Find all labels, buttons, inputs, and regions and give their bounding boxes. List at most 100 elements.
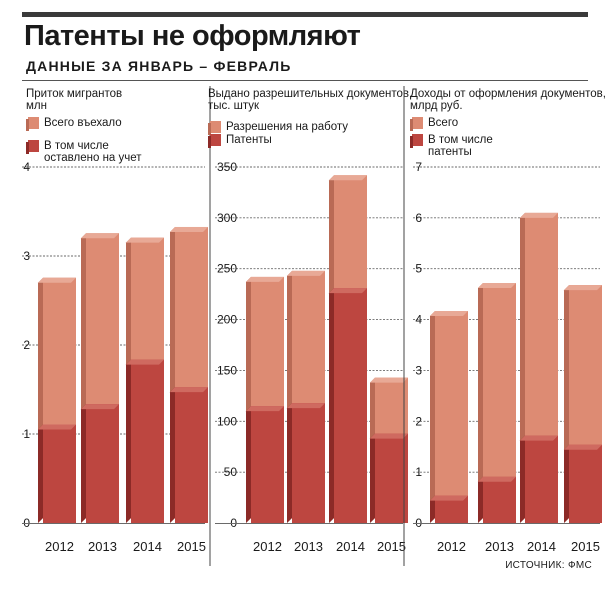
chart3-y-tick-label: 4 — [415, 313, 422, 327]
chart1-bar-part-side — [170, 387, 175, 523]
chart1-legend-label: Всего въехало — [44, 117, 122, 129]
chart3-bar-total-cap — [520, 212, 558, 218]
chart2-bar-part — [292, 403, 325, 523]
chart2-legend-label: Разрешения на работу — [226, 121, 348, 133]
subtitle-rule — [22, 80, 588, 81]
source-note: ИСТОЧНИК: ФМС — [505, 560, 592, 571]
chart-subtitle: ДАННЫЕ ЗА ЯНВАРЬ – ФЕВРАЛЬ — [26, 58, 292, 74]
chart3-title-line: млрд руб. — [410, 100, 463, 112]
chart1-legend-swatch — [28, 140, 39, 152]
chart1-bar-part — [131, 359, 164, 523]
chart3-bar-part-cap — [564, 444, 602, 450]
chart1-bar-total-cap — [126, 237, 164, 243]
chart1-bar-part — [86, 404, 119, 523]
chart1-legend-label: В том числе — [44, 140, 109, 152]
chart2-bar-part-side — [370, 433, 375, 523]
chart2-legend-swatch-side — [208, 136, 211, 148]
chart2-legend-label: Патенты — [226, 134, 272, 146]
chart2-bar-part-side — [246, 406, 251, 523]
chart2-bar-total-cap — [246, 276, 284, 282]
chart3-legend-label: Всего — [428, 117, 458, 129]
chart1-bar-total-cap — [81, 233, 119, 239]
chart3-bar-part-cap — [478, 476, 516, 482]
chart3-bar-part-side — [564, 444, 569, 523]
chart1-legend-swatch-side — [26, 142, 29, 154]
chart2-bar-part-side — [329, 288, 334, 523]
chart2-title-line: тыс. штук — [208, 100, 260, 112]
chart3-bar-part-side — [430, 495, 435, 523]
chart3-legend-swatch — [412, 117, 423, 129]
chart3-legend-swatch-side — [410, 119, 413, 131]
chart2-x-tick-label: 2012 — [253, 539, 282, 554]
chart2-y-tick-label: 200 — [217, 313, 237, 327]
chart3-bar-total — [435, 311, 468, 518]
chart2-bar-total-cap — [329, 175, 367, 181]
chart2-bar-total-cap — [287, 270, 325, 276]
chart3-bar-part — [525, 435, 558, 523]
chart3-legend-label: патенты — [428, 146, 472, 158]
chart3-title-line: Доходы от оформления документов, — [410, 88, 606, 100]
chart3-y-tick-label: 5 — [415, 262, 422, 276]
chart2-legend-swatch — [210, 134, 221, 146]
chart3-y-tick-label: 6 — [415, 211, 422, 225]
chart2-x-tick-label: 2014 — [336, 539, 365, 554]
chart2-y-tick-label: 250 — [217, 262, 237, 276]
chart1-title-line: млн — [26, 100, 47, 112]
chart3-y-tick-label: 1 — [415, 465, 422, 479]
chart3-x-tick-label: 2013 — [485, 539, 514, 554]
chart2-bar-part — [375, 433, 408, 523]
chart3-legend-swatch-side — [410, 136, 413, 148]
chart1-bar-total-cap — [170, 226, 208, 232]
chart2-bar-part-side — [287, 403, 292, 523]
chart2-y-tick-label: 50 — [224, 465, 238, 479]
chart1-bar-part — [175, 387, 208, 523]
chart1-bar-part-side — [38, 424, 43, 523]
chart3-bar-part-cap — [520, 435, 558, 441]
title-bar-rule — [22, 12, 588, 17]
chart1-title-line: Приток мигрантов — [26, 88, 122, 100]
chart1-x-tick-label: 2015 — [177, 539, 206, 554]
chart2-legend-swatch — [210, 121, 221, 133]
chart1-x-tick-label: 2012 — [45, 539, 74, 554]
chart1-legend-swatch-side — [26, 119, 29, 131]
chart1-y-tick-label: 4 — [23, 160, 30, 174]
chart2-bar-part — [251, 406, 284, 523]
chart3-bar-part — [483, 476, 516, 523]
chart3-bar-total-cap — [564, 285, 602, 291]
chart2-y-tick-label: 300 — [217, 211, 237, 225]
chart-title: Патенты не оформляют — [24, 20, 361, 52]
chart2-bar-total-cap — [370, 377, 408, 383]
chart3-bar-total-cap — [478, 283, 516, 289]
chart3-y-tick-label: 3 — [415, 363, 422, 377]
chart1-bar-total-cap — [38, 277, 76, 283]
chart3-bar-total-side — [478, 283, 483, 523]
chart1-legend-swatch — [28, 117, 39, 129]
chart3-x-tick-label: 2014 — [527, 539, 556, 554]
chart3-x-tick-label: 2012 — [437, 539, 466, 554]
chart2-bar-part-cap — [246, 406, 284, 412]
chart1-bar-part-side — [81, 404, 86, 523]
chart1-y-tick-label: 3 — [23, 249, 30, 263]
chart1-x-tick-label: 2013 — [88, 539, 117, 554]
chart3-y-tick-label: 2 — [415, 414, 422, 428]
chart1-y-tick-label: 1 — [23, 427, 30, 441]
chart2-title-line: Выдано разрешительных документов, — [208, 88, 412, 100]
chart2-bar-part-cap — [370, 433, 408, 439]
chart1-bar-part — [43, 424, 76, 523]
chart2-bar-part-cap — [287, 403, 325, 409]
chart2-x-tick-label: 2015 — [377, 539, 406, 554]
chart3-bar-part-side — [478, 476, 483, 523]
chart3-y-tick-label: 7 — [415, 160, 422, 174]
chart1-bar-part-cap — [38, 424, 76, 430]
chart1-x-tick-label: 2014 — [133, 539, 162, 554]
chart3-x-tick-label: 2015 — [571, 539, 600, 554]
chart1-bar-part-cap — [81, 404, 119, 410]
chart1-bar-part-side — [126, 359, 131, 523]
chart1-bar-part-cap — [170, 387, 208, 393]
chart2-x-tick-label: 2013 — [294, 539, 323, 554]
chart3-legend-label: В том числе — [428, 134, 493, 146]
chart3-bar-part-side — [520, 435, 525, 523]
chart1-bar-part-cap — [126, 359, 164, 365]
chart3-bar-total-side — [430, 311, 435, 523]
